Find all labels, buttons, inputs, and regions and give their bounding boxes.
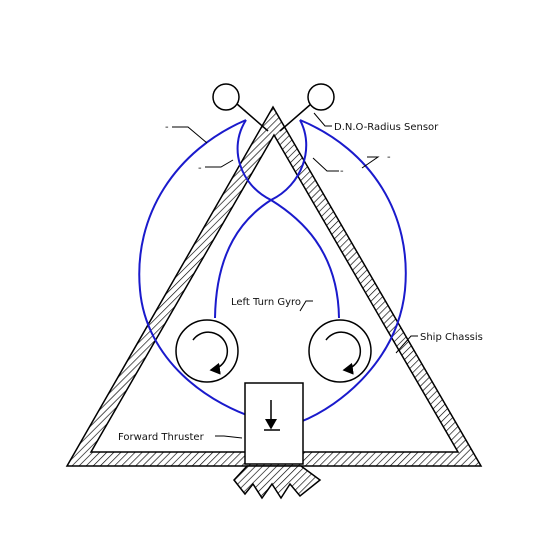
outer-wire-right [299, 119, 407, 423]
thruster-nozzle [233, 465, 322, 500]
left-sensor [212, 83, 269, 132]
circular-arrow-icon [192, 331, 229, 375]
dash-label-mid-right: - [340, 166, 344, 177]
outer-wire-left [138, 119, 269, 423]
circular-arrow-icon [325, 331, 362, 375]
circle-sensor-icon [212, 83, 240, 111]
inner-wire-left [214, 199, 272, 319]
dash-label-upper-left: - [165, 122, 169, 133]
thruster-label: Forward Thruster [118, 432, 205, 443]
dash-label-upper-right: - [387, 152, 391, 163]
inner-wire-right [270, 199, 340, 319]
forward-thruster [233, 382, 322, 500]
gyro-label: Left Turn Gyro [231, 297, 301, 308]
dash-label-mid-left: - [198, 163, 202, 174]
sensor-label: D.N.O-Radius Sensor [334, 122, 439, 133]
leader-lines [172, 112, 418, 439]
left-gyro [175, 319, 239, 383]
wiring [138, 119, 407, 423]
chassis-label: Ship Chassis [420, 332, 483, 343]
right-gyro [308, 319, 372, 383]
right-sensor [279, 83, 335, 132]
circle-sensor-icon [307, 83, 335, 111]
